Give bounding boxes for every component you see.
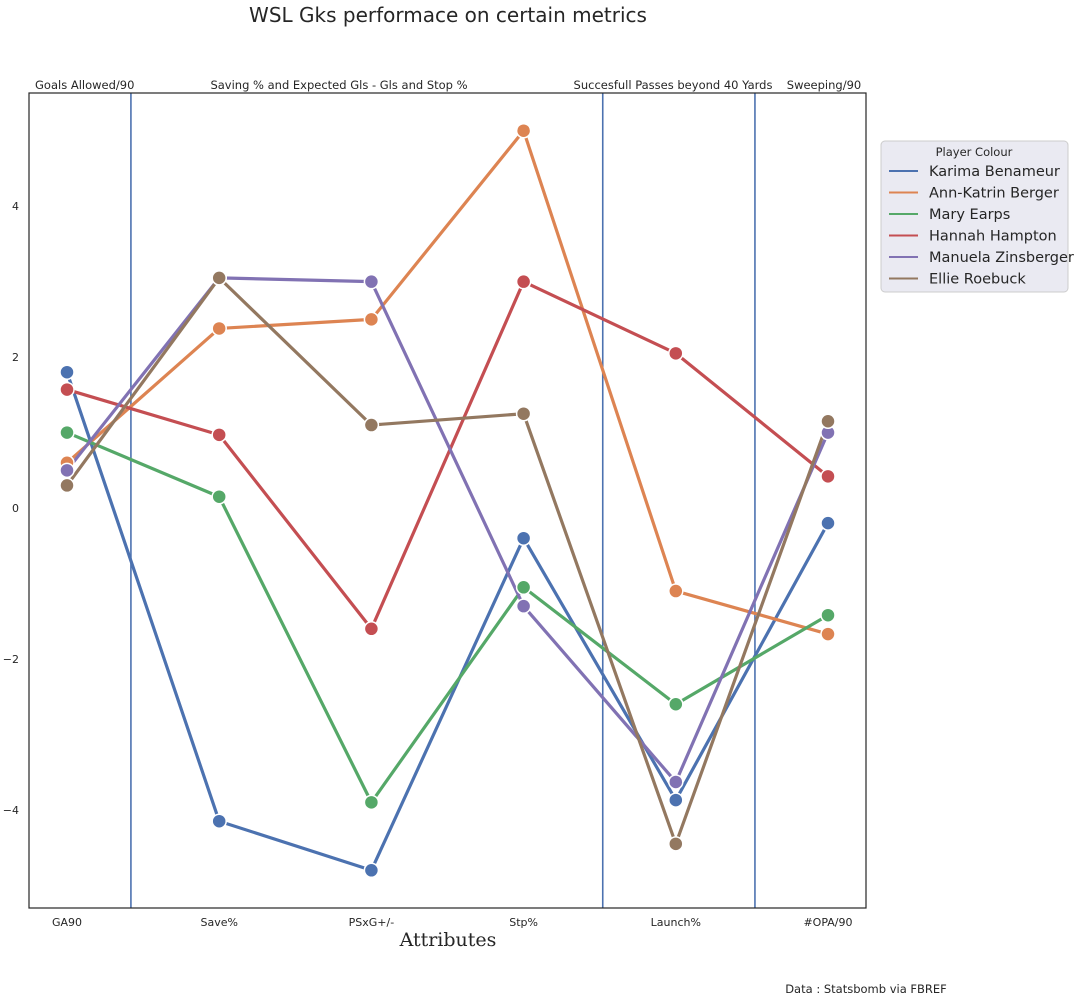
series-point	[363, 311, 380, 328]
legend-label: Karima Benameur	[929, 164, 1060, 180]
y-tick-label: 0	[12, 502, 19, 515]
series-point	[668, 345, 684, 362]
section-labels: Goals Allowed/90 Saving % and Expected Gl…	[35, 78, 861, 92]
series-point	[515, 405, 532, 422]
series-point	[668, 774, 684, 790]
chart-title: WSL Gks performace on certain metrics	[249, 3, 647, 27]
y-tick-label: −2	[3, 653, 19, 666]
legend-items: Karima Benameur Ann-Katrin Berger Mary Ear…	[889, 164, 1074, 288]
series-point	[820, 607, 836, 623]
series-point	[363, 621, 380, 637]
series-point	[515, 579, 532, 596]
series-point	[820, 468, 836, 485]
series-point	[515, 122, 532, 139]
series-point	[59, 364, 75, 380]
series-points	[59, 122, 836, 879]
series-point	[515, 598, 532, 614]
series-point	[59, 424, 75, 441]
series-point	[668, 696, 684, 712]
series-point	[211, 427, 227, 443]
x-axis-label: Attributes	[399, 929, 497, 951]
series-point	[820, 626, 836, 642]
legend-label: Mary Earps	[929, 207, 1010, 223]
y-tick-label: 4	[12, 200, 19, 213]
series-line	[65, 430, 830, 804]
series-point	[211, 813, 227, 829]
source-note: Data : Statsbomb via FBREF	[785, 982, 947, 996]
series-lines	[65, 129, 830, 872]
section-label: Saving % and Expected Gls - Gls and Stop…	[210, 78, 467, 92]
series-point	[211, 320, 227, 337]
series-point	[515, 273, 532, 290]
x-tick-label: Save%	[200, 916, 237, 929]
series-point	[668, 792, 684, 808]
legend: Player Colour Karima Benameur Ann-Katrin …	[880, 140, 1074, 293]
section-label: Sweeping/90	[787, 78, 861, 92]
series-point	[59, 477, 75, 494]
legend-label: Ellie Roebuck	[929, 272, 1026, 288]
legend-label: Hannah Hampton	[929, 229, 1057, 245]
x-tick-label: #OPA/90	[803, 916, 852, 929]
series-point	[59, 462, 75, 479]
legend-title: Player Colour	[936, 145, 1013, 159]
series-point	[363, 417, 380, 433]
series-point	[59, 381, 75, 398]
x-tick-label: Stp%	[509, 916, 538, 929]
series-point	[363, 273, 380, 290]
legend-label: Manuela Zinsberger	[929, 250, 1074, 266]
x-tick-label: PSxG+/-	[349, 916, 395, 929]
y-axis-ticks: −4 −2 0 2 4	[3, 200, 19, 817]
series-point	[363, 862, 380, 879]
series-point	[363, 794, 380, 811]
series-line	[65, 370, 830, 872]
section-dividers	[130, 93, 756, 908]
legend-label: Ann-Katrin Berger	[929, 186, 1059, 202]
series-point	[668, 583, 684, 599]
section-label: Goals Allowed/90	[35, 78, 134, 92]
series-point	[820, 413, 836, 430]
x-axis-ticks: GA90 Save% PSxG+/- Stp% Launch% #OPA/90	[52, 916, 853, 929]
plot-frame	[28, 92, 867, 909]
series-line	[65, 276, 830, 846]
series-point	[820, 515, 836, 531]
legend-box	[880, 140, 1069, 293]
section-label: Succesfull Passes beyond 40 Yards	[574, 78, 773, 92]
series-point	[515, 530, 532, 546]
x-tick-label: Launch%	[651, 916, 701, 929]
x-tick-label: GA90	[52, 916, 82, 929]
series-point	[668, 836, 684, 852]
series-point	[211, 488, 227, 505]
y-tick-label: −4	[3, 804, 19, 817]
series-point	[211, 270, 227, 286]
series-line	[65, 280, 830, 631]
series-line	[65, 129, 830, 636]
y-tick-label: 2	[12, 351, 19, 364]
